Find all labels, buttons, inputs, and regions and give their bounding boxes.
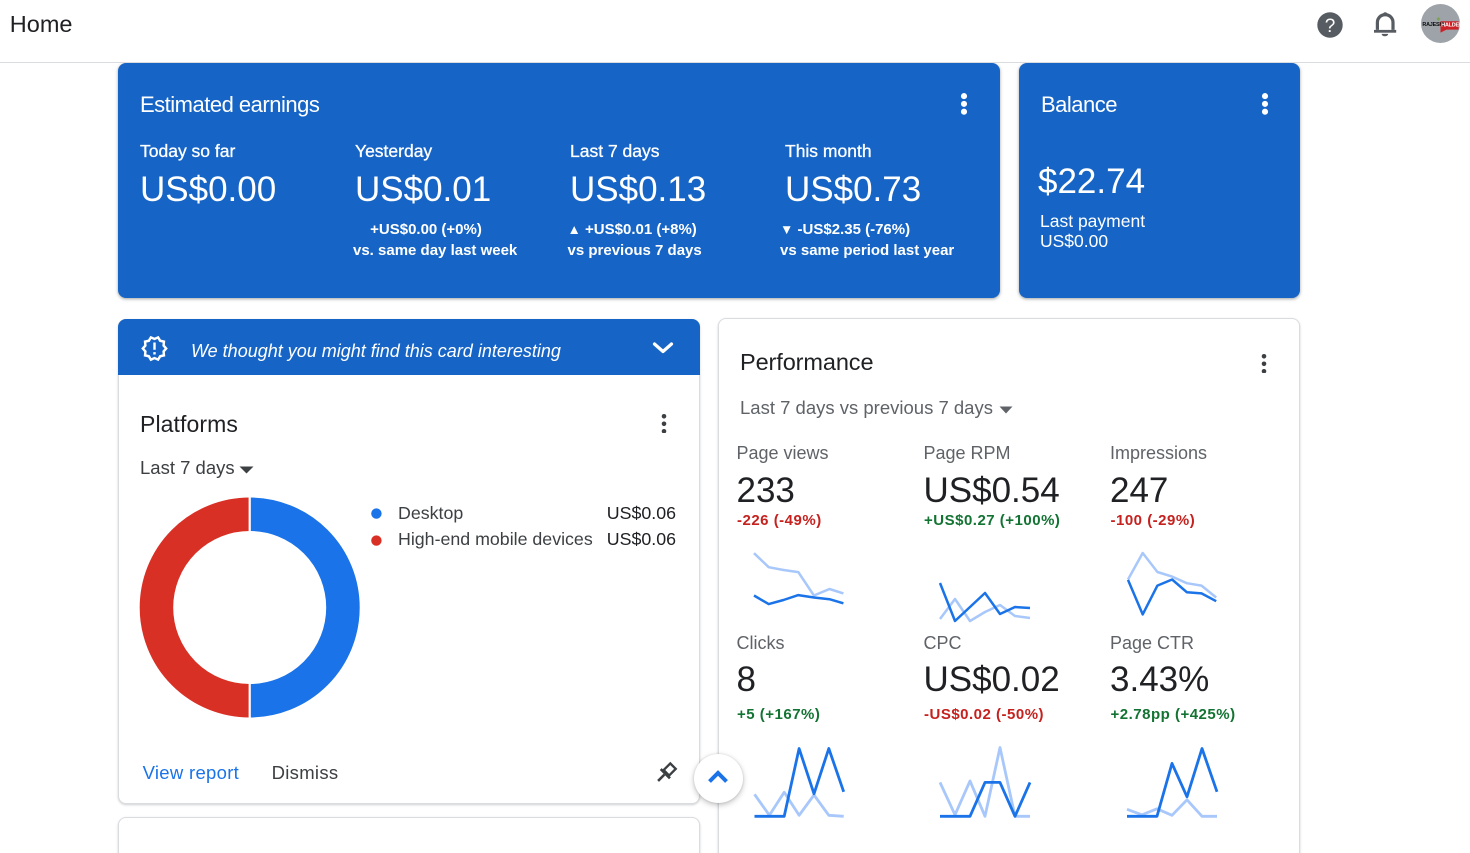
svg-text:RAJESH: RAJESH [1422, 22, 1443, 28]
svg-text:?: ? [1325, 15, 1336, 36]
svg-text:HALDER: HALDER [1441, 22, 1460, 28]
